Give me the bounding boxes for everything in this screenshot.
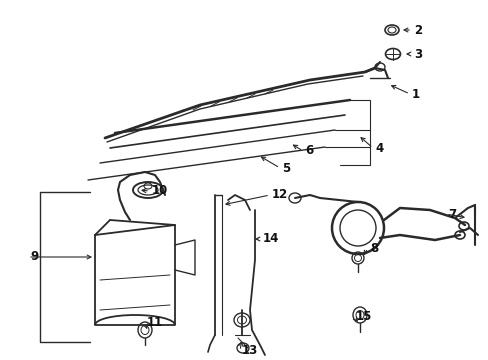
Text: 8: 8 xyxy=(369,242,378,255)
Text: 10: 10 xyxy=(152,184,168,198)
Text: 4: 4 xyxy=(374,141,383,154)
Text: 9: 9 xyxy=(30,251,38,264)
Text: 11: 11 xyxy=(147,316,163,329)
Text: 2: 2 xyxy=(413,23,421,36)
Text: 14: 14 xyxy=(263,233,279,246)
Text: 12: 12 xyxy=(271,189,287,202)
Text: 13: 13 xyxy=(242,345,258,357)
Text: 15: 15 xyxy=(355,310,372,324)
Text: 5: 5 xyxy=(282,162,290,175)
Text: 6: 6 xyxy=(305,144,313,158)
Text: 3: 3 xyxy=(413,48,421,60)
Text: 7: 7 xyxy=(447,207,455,220)
Text: 1: 1 xyxy=(411,87,419,100)
